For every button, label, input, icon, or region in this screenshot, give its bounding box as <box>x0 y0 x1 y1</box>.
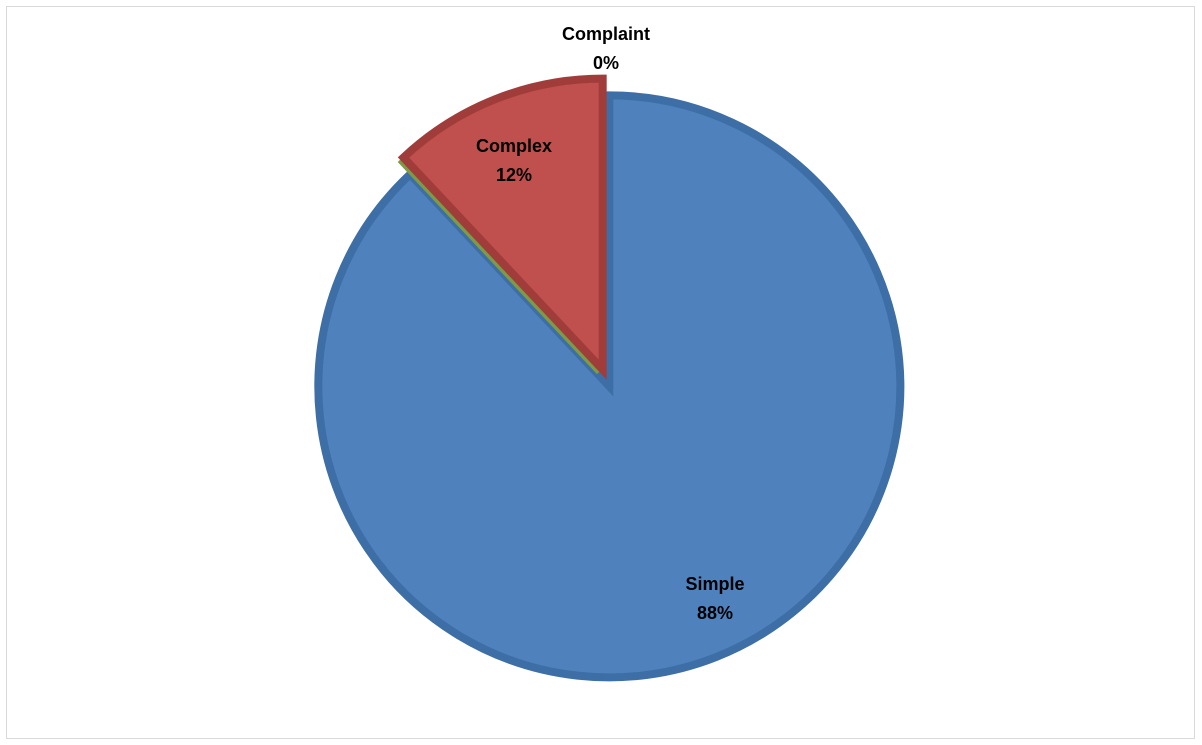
slice-label-value-complaint: 0% <box>593 53 619 73</box>
slice-label-value-simple: 88% <box>697 603 733 623</box>
pie-slice-complex <box>397 74 607 380</box>
slice-label-name-complex: Complex <box>476 136 552 156</box>
pie-slices <box>314 74 905 682</box>
slice-label-value-complex: 12% <box>496 165 532 185</box>
slice-label-name-complaint: Complaint <box>562 24 650 44</box>
slice-label-name-simple: Simple <box>685 574 744 594</box>
pie-labels: Simple 88% Complaint 0% Complex 12% <box>476 24 745 623</box>
pie-slice-simple <box>314 91 905 682</box>
